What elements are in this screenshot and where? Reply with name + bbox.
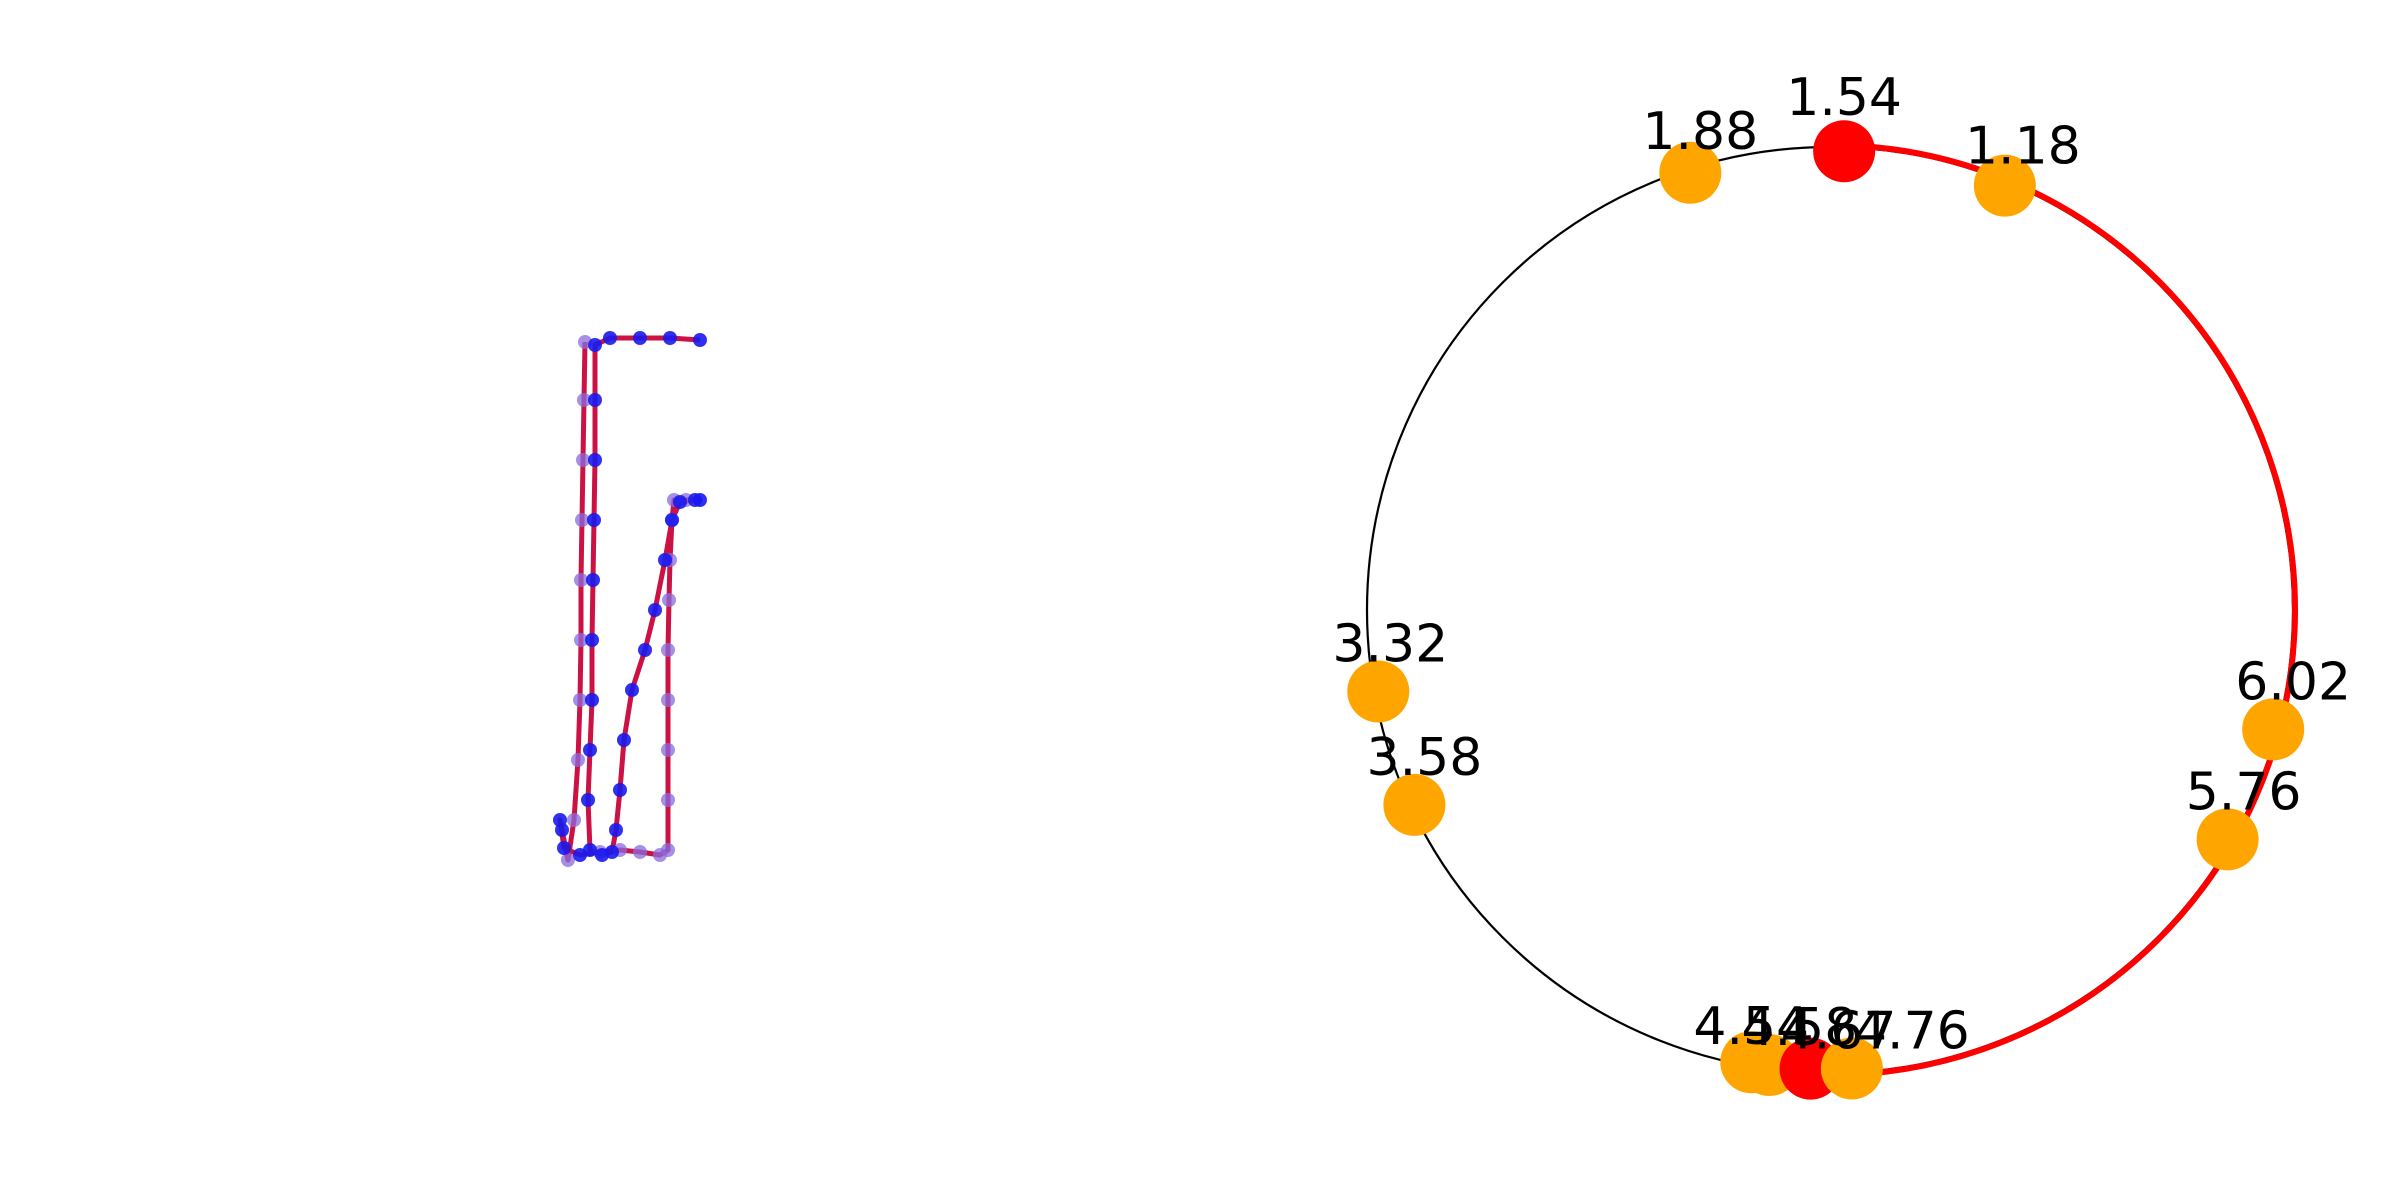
trajectory-point [585,633,599,647]
trajectory-point [661,743,675,757]
trajectory-point [661,643,675,657]
trajectory-point [693,333,707,347]
trajectory-point [613,783,627,797]
unit-circle [1365,145,2295,1075]
trajectory-point [575,513,589,527]
trajectory-plot [553,331,707,867]
trajectory-point [658,553,672,567]
angle-label-1-88: 1.88 [1642,102,1758,162]
angle-label-3-58: 3.58 [1367,728,1483,788]
trajectory-point [663,331,677,345]
trajectory-point [586,573,600,587]
trajectory-point [617,733,631,747]
angle-label-5-76: 5.76 [2186,762,2302,822]
angle-marker-1-18 [1973,154,2036,217]
trajectory-point [688,493,702,507]
trajectory-point [571,753,585,767]
trajectory-point [665,513,679,527]
angle-marker-3-58 [1383,773,1446,836]
trajectory-point [573,693,587,707]
trajectory-point [661,693,675,707]
trajectory-point [595,848,609,862]
trajectory-point [662,593,676,607]
trajectory-point [661,843,675,857]
trajectory-point [603,331,617,345]
trajectory-point [609,823,623,837]
angle-label-1-54: 1.54 [1786,68,1902,128]
trajectory-point [577,393,591,407]
trajectory-point [557,841,571,855]
angle-marker-1-54 [1813,120,1876,183]
angle-label-4-76: 4.76 [1854,1001,1970,1061]
trajectory-point [661,793,675,807]
angle-marker-1-88 [1659,141,1722,204]
angle-marker-6-02 [2242,698,2305,761]
trajectory-point [583,843,597,857]
trajectory-point [588,393,602,407]
circular-plot: 1.54 1.18 1.88 3.32 3.58 4.544.584.674.76 5.76… [1332,68,2351,1100]
trajectory-point [673,495,687,509]
angle-marker-5-76 [2196,808,2259,871]
trajectory-point [587,513,601,527]
trajectory-point [561,853,575,867]
trajectory-point [625,683,639,697]
trajectory-point [574,573,588,587]
trajectory-point [567,813,581,827]
angle-label-6-02: 6.02 [2235,652,2351,712]
angle-label-4-67: 4.67 [1781,1002,1897,1062]
trajectory-line [557,335,703,863]
trajectory-point [576,453,590,467]
angle-label-4-54: 4.54 [1693,997,1809,1057]
trajectory-point [588,338,602,352]
trajectory-point [588,453,602,467]
trajectory-point [648,603,662,617]
trajectory-point [581,793,595,807]
trajectory-point [553,813,567,827]
trajectory-point [638,643,652,657]
angle-label-3-32: 3.32 [1332,614,1448,674]
highlight-arc [1810,142,2299,1078]
trajectory-point [633,331,647,345]
angle-marker-4-76 [1820,1037,1883,1100]
trajectory-point [585,693,599,707]
trajectory-point [633,845,647,859]
trajectory-point [583,743,597,757]
angle-marker-3-32 [1347,660,1410,723]
trajectory-point [574,633,588,647]
angle-label-4-58: 4.58 [1742,998,1858,1058]
angle-label-1-18: 1.18 [1965,117,2081,177]
